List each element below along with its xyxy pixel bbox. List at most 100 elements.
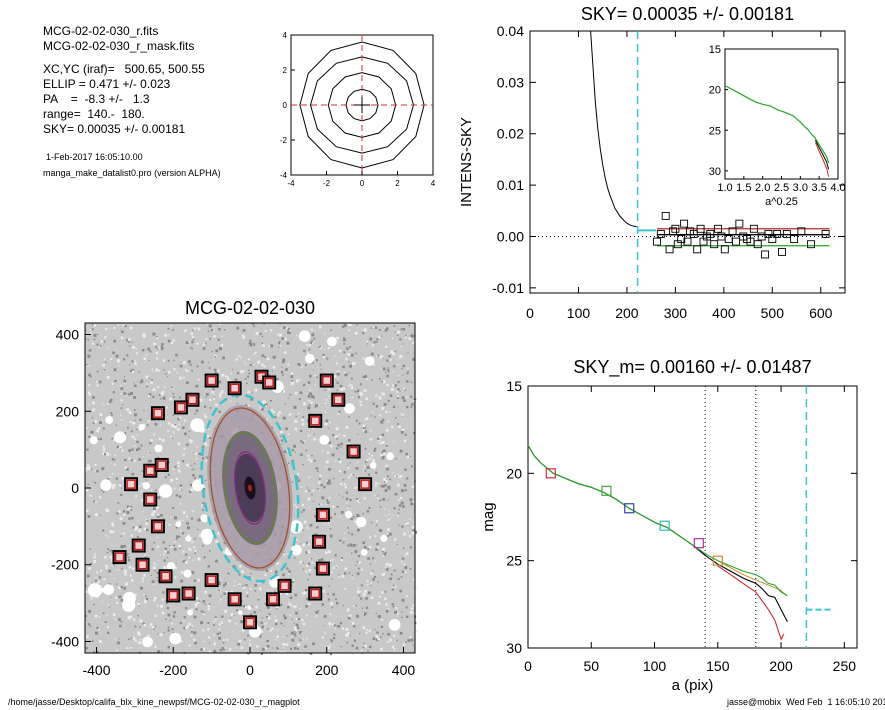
sky-box-inner: [333, 394, 344, 405]
image-noise-pixel: [192, 510, 194, 513]
image-noise-pixel: [195, 606, 197, 608]
image-noise-pixel: [217, 338, 220, 341]
image-noise-pixel: [256, 645, 259, 648]
image-noise-pixel: [277, 575, 280, 578]
image-noise-pixel: [380, 647, 383, 651]
image-noise-pixel: [274, 619, 278, 623]
sky-box-outer: [135, 557, 150, 572]
image-noise-pixel: [191, 468, 193, 471]
image-noise-pixel: [401, 598, 405, 602]
image-noise-pixel: [362, 593, 366, 597]
image-noise-pixel: [296, 431, 298, 433]
image-noise-pixel: [169, 397, 172, 401]
image-noise-pixel: [264, 622, 267, 625]
image-noise-pixel: [220, 621, 223, 624]
image-noise-pixel: [246, 382, 248, 385]
image-noise-pixel: [327, 521, 330, 524]
image-noise-pixel: [288, 603, 292, 606]
image-noise-pixel: [85, 585, 87, 587]
image-noise-pixel: [240, 370, 243, 373]
image-noise-pixel: [196, 519, 200, 522]
image-noise-pixel: [228, 573, 230, 575]
image-noise-pixel: [366, 583, 369, 586]
image-noise-pixel: [328, 427, 330, 429]
image-noise-pixel: [164, 547, 167, 551]
image-noise-pixel: [264, 602, 267, 605]
image-noise-pixel: [313, 459, 316, 462]
image-noise-pixel: [195, 384, 199, 388]
image-noise-pixel: [354, 332, 358, 335]
image-noise-pixel: [413, 431, 416, 435]
sky-data-square: [790, 235, 799, 244]
image-noise-pixel: [309, 374, 312, 378]
image-noise-pixel: [315, 585, 317, 587]
image-noise-pixel: [379, 329, 381, 331]
image-noise-pixel: [173, 487, 176, 490]
image-noise-pixel: [152, 395, 155, 398]
image-noise-pixel: [362, 626, 366, 629]
image-noise-pixel: [212, 620, 215, 623]
image-noise-pixel: [324, 632, 326, 634]
image-noise-pixel: [139, 626, 141, 628]
image-noise-pixel: [332, 593, 335, 596]
image-noise-pixel: [117, 324, 120, 326]
image-masked-star: [298, 330, 311, 342]
image-noise-pixel: [93, 338, 96, 341]
image-noise-pixel: [119, 414, 121, 416]
image-noise-pixel: [214, 356, 216, 358]
image-noise-pixel: [230, 590, 234, 594]
image-noise-pixel: [134, 413, 138, 417]
image-noise-pixel: [294, 451, 296, 453]
image-noise-pixel: [243, 361, 245, 363]
image-noise-pixel: [310, 434, 312, 436]
image-noise-pixel: [86, 448, 89, 451]
image-noise-pixel: [384, 590, 387, 593]
image-noise-pixel: [213, 642, 216, 646]
image-noise-pixel: [391, 588, 394, 591]
image-y-tick-label: 400: [56, 327, 80, 343]
image-noise-pixel: [201, 445, 205, 448]
image-noise-pixel: [363, 642, 365, 645]
image-noise-pixel: [166, 376, 168, 378]
image-noise-pixel: [290, 647, 293, 650]
image-noise-pixel: [375, 405, 378, 408]
image-noise-pixel: [131, 516, 134, 520]
image-noise-pixel: [143, 357, 147, 360]
image-noise-pixel: [188, 547, 192, 551]
image-noise-pixel: [410, 465, 413, 468]
image-noise-pixel: [224, 609, 228, 613]
image-noise-pixel: [204, 442, 207, 445]
image-noise-pixel: [160, 604, 164, 608]
image-noise-pixel: [394, 384, 397, 387]
image-noise-pixel: [386, 641, 389, 644]
image-noise-pixel: [326, 357, 329, 360]
image-noise-pixel: [385, 345, 388, 348]
image-noise-pixel: [404, 489, 407, 492]
image-masked-star: [304, 353, 315, 364]
image-noise-pixel: [228, 647, 232, 651]
image-noise-pixel: [251, 577, 254, 580]
image-noise-pixel: [301, 503, 305, 507]
image-noise-pixel: [116, 649, 118, 652]
image-noise-pixel: [287, 328, 290, 331]
image-noise-pixel: [209, 407, 212, 409]
image-noise-pixel: [133, 618, 136, 621]
sky-data-square: [773, 229, 782, 238]
image-noise-pixel: [264, 647, 267, 650]
image-noise-pixel: [253, 362, 255, 364]
sky-box-inner: [206, 575, 217, 585]
image-noise-pixel: [302, 592, 305, 595]
image-noise-pixel: [188, 644, 191, 647]
image-noise-pixel: [370, 327, 373, 329]
image-noise-pixel: [343, 471, 347, 474]
image-noise-pixel: [405, 595, 408, 598]
image-noise-pixel: [303, 349, 306, 353]
image-noise-pixel: [302, 543, 305, 547]
image-noise-pixel: [196, 601, 200, 605]
image-noise-pixel: [287, 397, 289, 399]
image-noise-pixel: [267, 628, 269, 630]
image-noise-pixel: [112, 351, 115, 354]
image-noise-pixel: [389, 394, 393, 397]
isophote-ellipse: [233, 451, 267, 525]
image-noise-pixel: [168, 523, 171, 526]
